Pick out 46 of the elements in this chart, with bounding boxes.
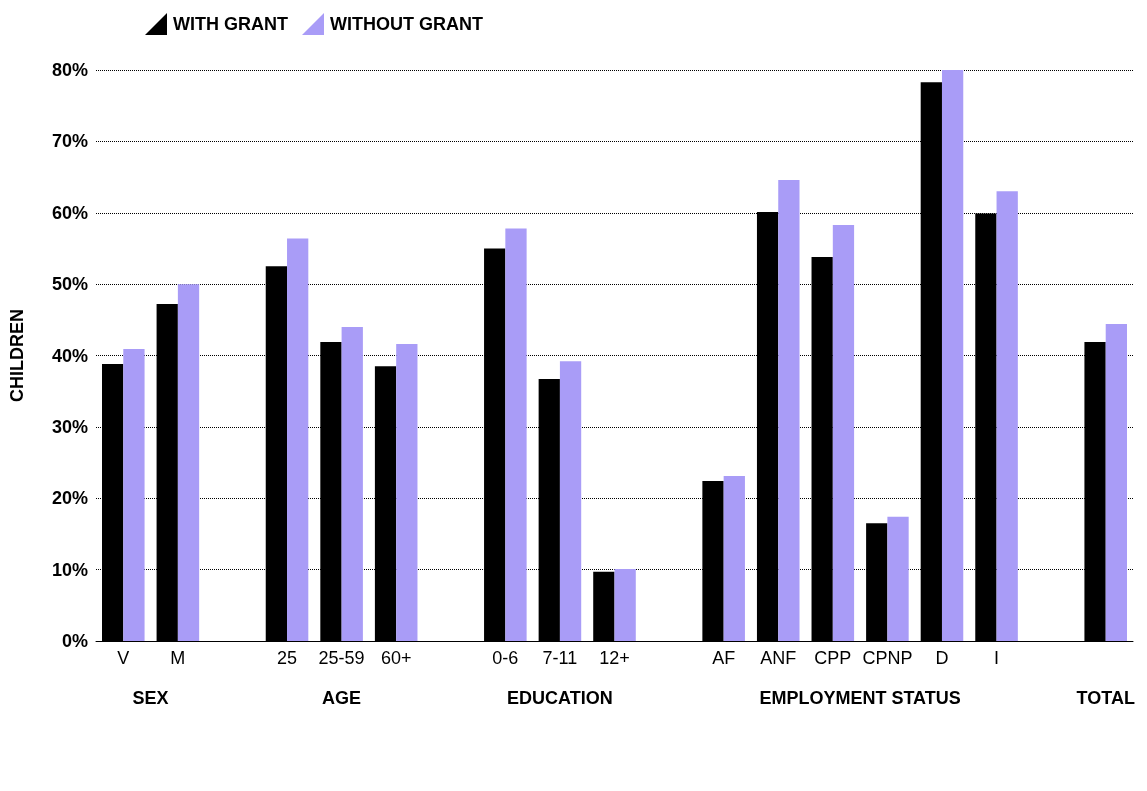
bar [287,238,309,641]
x-tick-label: 60+ [380,648,412,668]
bar [778,179,800,641]
legend-label: WITH GRANT [173,14,288,34]
y-tick-label: 10% [51,559,88,580]
bar [996,191,1018,641]
x-tick-label: CPNP [862,648,913,668]
bar [614,568,636,641]
text: EMPLOYMENT STATUS [759,688,961,708]
x-tick-label: I [994,648,1000,668]
y-tick-label: 20% [51,488,88,509]
x-tick-label: 25-59 [318,648,365,668]
x-tick-label: D [935,648,949,668]
x-tick-label: M [170,648,186,668]
bar [1105,324,1127,641]
bar [177,284,200,641]
y-tick-label: 30% [51,416,88,437]
x-tick-label: ANF [760,648,797,668]
x-tick-label: V [117,648,130,668]
text: TOTAL [1076,688,1135,708]
y-tick-label: 60% [51,202,88,223]
bar [832,224,855,641]
y-tick-label: 80% [51,60,88,80]
bar [505,228,527,641]
y-tick-label: 50% [51,274,88,295]
x-tick-label: CPP [814,648,852,668]
legend-label: WITHOUT GRANT [329,14,483,34]
x-tick-label: 7-11 [542,648,578,668]
x-tick-label: 25 [277,648,298,668]
bar [123,349,145,641]
y-tick-label: 70% [51,131,88,152]
bar [887,516,909,641]
x-tick-label: 12+ [599,648,630,668]
x-tick-label: AF [712,648,736,668]
bar [559,361,582,641]
y-tick-label: 40% [51,345,88,366]
text: EDUCATION [507,688,613,708]
y-tick-label: 0% [61,631,88,651]
bar [341,326,363,641]
y-axis-title: CHILDREN [7,309,27,402]
bar [723,476,745,641]
text: AGE [322,688,362,708]
bar [941,70,964,641]
text: SEX [132,688,169,708]
x-tick-label: 0-6 [492,648,519,668]
bar [396,344,418,641]
